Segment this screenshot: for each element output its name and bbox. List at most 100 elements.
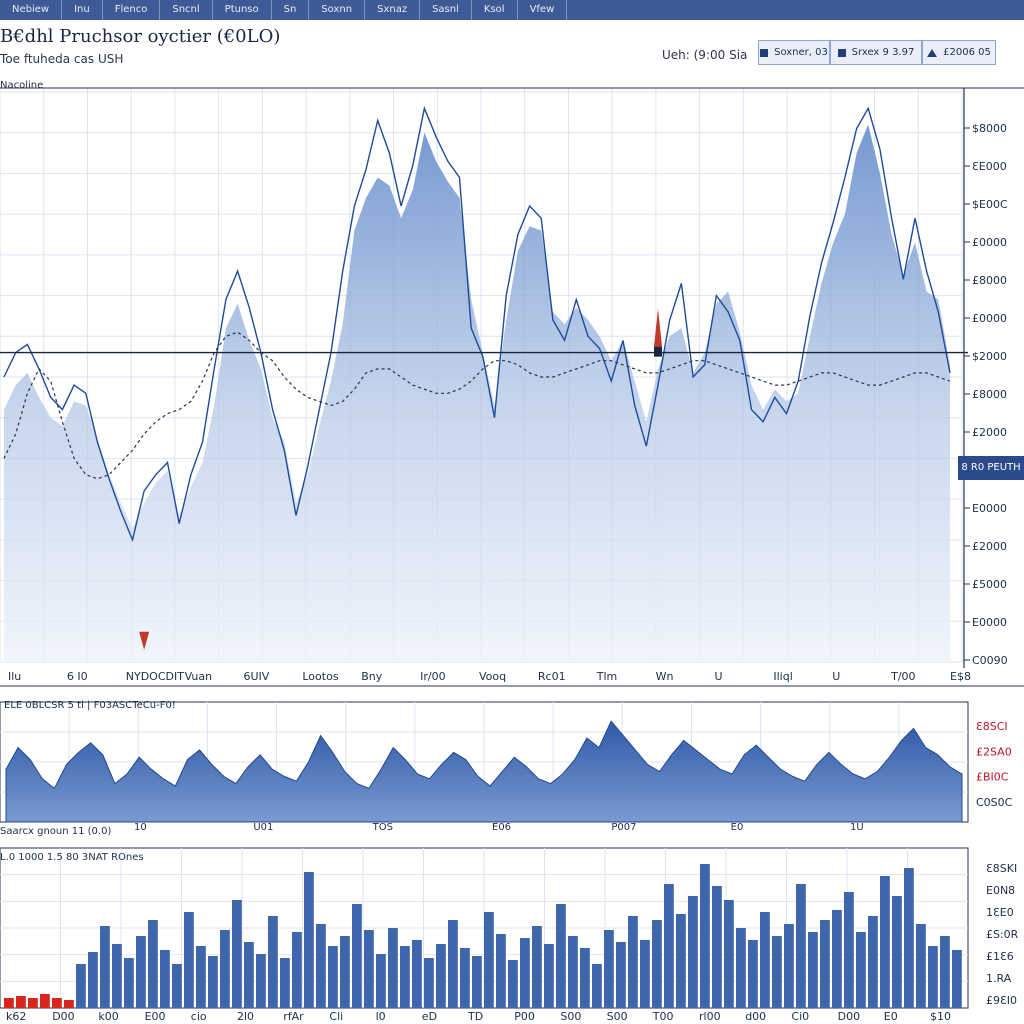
bar [148, 920, 158, 1008]
nav-item[interactable]: Ksol [472, 0, 518, 20]
nav-item[interactable]: Ptunso [213, 0, 272, 20]
bar [76, 964, 86, 1008]
bar [472, 956, 482, 1008]
volume-bottom-label: Saarcx gnoun 11 (0.0) [0, 826, 112, 837]
nav-item[interactable]: Inu [62, 0, 103, 20]
bar [268, 916, 278, 1008]
bar [4, 998, 14, 1008]
bar [796, 884, 806, 1008]
bar [916, 924, 926, 1008]
x-tick-label: Lootos [302, 670, 338, 683]
bar-grid [0, 847, 969, 1009]
bar [820, 920, 830, 1008]
bar-x-tick-label: $10 [930, 1010, 951, 1023]
x-tick-label: E$8 [950, 670, 971, 683]
nav-item[interactable]: Sasnl [420, 0, 472, 20]
bar [304, 872, 314, 1008]
volume-x-tick-label: 1U [850, 822, 864, 833]
nav-item[interactable]: Soxnn [309, 0, 366, 20]
bar [88, 952, 98, 1008]
series-button-label: £2006 05 [943, 47, 991, 58]
y-tick-label: £8000 [972, 274, 1007, 287]
nav-item[interactable]: Sncnl [160, 0, 213, 20]
main-plot-frame [0, 87, 963, 663]
bar [760, 912, 770, 1008]
bar [136, 936, 146, 1008]
nav-item[interactable]: Vfew [518, 0, 568, 20]
bar [952, 950, 962, 1008]
x-tick-label: U [832, 670, 840, 683]
bar [844, 892, 854, 1008]
bar [160, 950, 170, 1008]
volume-y-tick-label: £2SA0 [976, 745, 1012, 758]
volume-y-tick-label: Ɛ8SCI [976, 720, 1008, 733]
bar [784, 924, 794, 1008]
bar [532, 926, 542, 1008]
chart-subtitle: Toe ftuheda cas USH [0, 52, 124, 66]
x-tick-label: Ilu [8, 670, 21, 683]
bar [652, 920, 662, 1008]
bar [736, 928, 746, 1008]
bar-x-tick-label: k00 [98, 1010, 118, 1023]
bar-panel-label: L.0 1000 1.5 80 3NAT ROnes [0, 852, 144, 863]
nav-item[interactable]: Nebiew [0, 0, 63, 20]
series-button-label: Srxex 9 3.97 [851, 47, 915, 58]
x-tick-label: Vuan [185, 670, 212, 683]
y-tick-label: C0090 [972, 654, 1008, 667]
bar [556, 904, 566, 1008]
bar [604, 930, 614, 1008]
bar [460, 948, 470, 1008]
nav-item[interactable]: Sn [272, 0, 310, 20]
bar [220, 930, 230, 1008]
bar [904, 868, 914, 1008]
triangle-icon [927, 48, 938, 57]
bar [40, 994, 50, 1008]
series-button-3[interactable]: £2006 05 [922, 40, 996, 65]
bar [376, 954, 386, 1008]
bar [688, 896, 698, 1008]
bar-y-tick-label: £1Ɛ6 [986, 950, 1014, 963]
y-tick-label: ƐE000 [972, 160, 1007, 173]
bar [712, 886, 722, 1008]
price-line [3, 105, 951, 543]
bar [484, 912, 494, 1008]
bar [172, 964, 182, 1008]
volume-axis: Ɛ8SCI £2SA0 £BI0C C0S0C 10 U01 TOS E06 P007 E0 1U [134, 720, 1013, 833]
bar-x-tick-label: k62 [6, 1010, 26, 1023]
bar [364, 930, 374, 1008]
price-line-label: 8 R0 PEUTH [958, 456, 1024, 480]
bar [592, 964, 602, 1008]
bar-y-tick-label: £9ƐI0 [986, 994, 1017, 1007]
x-tick-label: Bny [361, 670, 383, 683]
range-label: Ueh: (9:00 Sia [662, 48, 748, 62]
bar [244, 942, 254, 1008]
volume-x-tick-label: P007 [611, 822, 636, 833]
bar [616, 942, 626, 1008]
bar-x-tick-label: Ci0 [791, 1010, 809, 1023]
chart-title: B€dhl Pruchsor oyctier (€0LO) [0, 26, 281, 47]
up-marker-base [654, 346, 663, 357]
bar-x-tick-label: D00 [52, 1010, 74, 1023]
panel-label: Nacoline [0, 80, 44, 91]
y-tick-label: E0000 [972, 616, 1007, 629]
series-button-2[interactable]: Srxex 9 3.97 [830, 40, 922, 65]
x-tick-label: Ir/00 [420, 670, 445, 683]
bar [580, 948, 590, 1008]
bar-x-tick-label: d00 [745, 1010, 766, 1023]
bar [748, 940, 758, 1008]
bar [808, 932, 818, 1008]
nav-item[interactable]: Sxnaz [365, 0, 421, 20]
bar [544, 944, 554, 1008]
x-tick-label: Rc01 [538, 670, 566, 683]
bar-x-tick-label: cio [191, 1010, 207, 1023]
nav-item[interactable]: Flenco [103, 0, 161, 20]
main-area [0, 105, 968, 663]
x-tick-label: 6UIV [244, 670, 270, 683]
volume-y-tick-label: C0S0C [976, 796, 1013, 809]
bar-x-tick-label: 2l0 [237, 1010, 254, 1023]
bar [16, 996, 26, 1008]
bar [880, 876, 890, 1008]
series-button-1[interactable]: Soxner, 03 [758, 40, 830, 65]
bar-y-tick-label: £S:0R [986, 928, 1019, 941]
bar [292, 932, 302, 1008]
